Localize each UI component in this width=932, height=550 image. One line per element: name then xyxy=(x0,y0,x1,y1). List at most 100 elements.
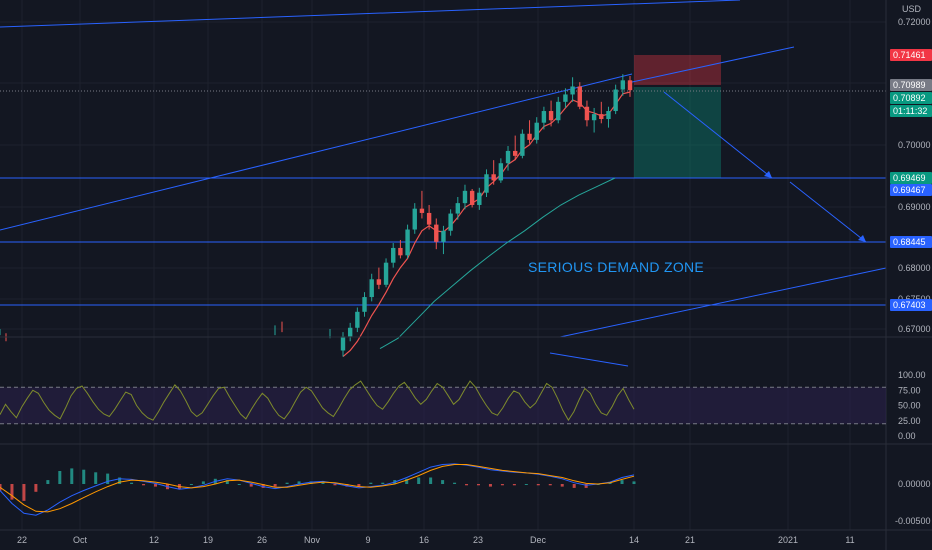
macd-histogram-bar xyxy=(189,484,193,485)
rsi-tick-label: 0.00 xyxy=(898,431,916,441)
price-tick-label: 0.68000 xyxy=(898,263,931,273)
projection-arrows[interactable] xyxy=(663,91,867,243)
price-tag-box xyxy=(890,236,932,248)
channel-trendline xyxy=(0,73,633,231)
candle-body xyxy=(355,311,360,328)
macd-histogram-bar xyxy=(500,484,504,486)
candle-body xyxy=(541,111,547,123)
price-tick-label: 0.70000 xyxy=(898,140,931,150)
price-tag-label: 0.71461 xyxy=(893,50,926,60)
time-axis[interactable]: 22 Oct 12 19 26 Nov 9 16 23 Dec 14 21 2021 11 xyxy=(17,535,855,545)
macd-histogram-bar xyxy=(620,480,624,484)
macd-histogram-bar xyxy=(130,482,134,484)
macd-histogram-bar xyxy=(82,469,86,484)
price-tag-box xyxy=(890,299,932,311)
macd-histogram-bar xyxy=(632,481,636,484)
candle-body xyxy=(577,86,582,107)
candle-body xyxy=(448,213,453,231)
candle-body xyxy=(498,163,504,181)
lower-trendline xyxy=(559,267,887,338)
macd-histogram-bar xyxy=(58,471,62,484)
rsi-tick-label: 75.00 xyxy=(898,385,921,395)
rsi-pane: 100.00 75.00 50.00 25.00 0.00 xyxy=(0,352,926,441)
macd-histogram-bar xyxy=(46,480,50,484)
candle-body xyxy=(455,203,460,214)
macd-histogram-bar xyxy=(237,484,241,485)
price-tag-box xyxy=(890,49,932,61)
rsi-tick-label: 100.00 xyxy=(898,370,926,380)
macd-histogram-bar xyxy=(201,481,205,484)
top-trendline xyxy=(0,0,741,28)
candle-body xyxy=(340,336,346,351)
take-profit-box[interactable] xyxy=(634,87,721,178)
macd-histogram-bar xyxy=(70,468,74,484)
candle-body xyxy=(613,89,618,112)
candle-body xyxy=(599,114,604,120)
price-tag-label: 0.68445 xyxy=(893,237,926,247)
macd-histogram-bar xyxy=(465,484,469,486)
price-tick-label: 0.67000 xyxy=(898,324,931,334)
candle-body xyxy=(412,208,417,230)
candle-body xyxy=(606,111,611,120)
stop-loss-box[interactable] xyxy=(634,55,721,85)
rsi-divergence-line xyxy=(549,352,629,367)
candle-body xyxy=(484,174,489,193)
macd-histogram-bar xyxy=(536,484,540,486)
macd-histogram-bar xyxy=(94,472,98,484)
arrowhead-icon xyxy=(858,235,866,242)
time-tick-label: 14 xyxy=(629,535,639,545)
trend-lines[interactable] xyxy=(0,0,887,338)
macd-tick-label: 0.00000 xyxy=(898,479,931,489)
price-tags: 0.71461 0.70989 0.70892 01:11:32 0.69469 0.69… xyxy=(890,49,932,311)
horizontal-levels[interactable] xyxy=(0,90,886,306)
macd-histogram-bar xyxy=(369,482,373,484)
candle-body xyxy=(426,212,432,225)
candle-body xyxy=(434,224,439,242)
time-tick-label: 11 xyxy=(845,535,854,545)
time-tick-label: 22 xyxy=(17,535,27,545)
macd-pane: 0.00000 -0.00500 xyxy=(0,463,931,526)
time-tick-label: 23 xyxy=(473,535,483,545)
price-tag-box xyxy=(890,105,932,117)
candlesticks xyxy=(0,74,633,357)
macd-histogram-bar xyxy=(345,484,349,487)
demand-zone-annotation[interactable]: SERIOUS DEMAND ZONE xyxy=(528,259,704,275)
price-tag-label: 0.69467 xyxy=(893,185,926,195)
macd-histogram-bar xyxy=(273,484,277,487)
macd-histogram-bar xyxy=(285,482,289,484)
candle-body xyxy=(419,208,425,213)
macd-histogram-bar xyxy=(560,484,564,487)
price-tag-label: 0.70989 xyxy=(893,80,926,90)
macd-histogram-bar xyxy=(405,478,409,484)
projection-arrow-2 xyxy=(789,181,867,243)
stop-loss-zone[interactable] xyxy=(634,55,721,85)
candle-body xyxy=(491,174,496,181)
macd-histogram-bar xyxy=(261,484,265,488)
time-tick-label: 2021 xyxy=(778,535,798,545)
candle-body xyxy=(391,247,396,263)
macd-histogram-bar xyxy=(417,477,421,484)
macd-histogram-bar xyxy=(441,480,445,484)
macd-histogram-bar xyxy=(512,484,516,486)
candle-body xyxy=(570,86,575,95)
macd-histogram-bar xyxy=(381,482,385,484)
macd-histogram-bar xyxy=(249,484,253,487)
macd-histogram-bar xyxy=(321,482,325,484)
candle-body xyxy=(520,133,525,156)
price-tag-box xyxy=(890,92,932,104)
macd-tick-label: -0.00500 xyxy=(895,516,931,526)
time-tick-label: Dec xyxy=(530,535,547,545)
macd-histogram-bar xyxy=(429,477,433,484)
price-tag-box xyxy=(890,172,932,184)
candle-body xyxy=(347,327,353,337)
price-tag-label: 01:11:32 xyxy=(893,106,927,116)
price-tag-label: 0.69469 xyxy=(893,173,926,183)
macd-histogram-bar xyxy=(572,484,576,488)
candle-body xyxy=(505,150,511,164)
price-tag-label: 0.70892 xyxy=(893,93,926,103)
price-tick-label: 0.69000 xyxy=(898,202,931,212)
macd-histogram-bar xyxy=(10,484,14,500)
time-tick-label: 12 xyxy=(149,535,159,545)
take-profit-zone[interactable] xyxy=(634,87,721,178)
